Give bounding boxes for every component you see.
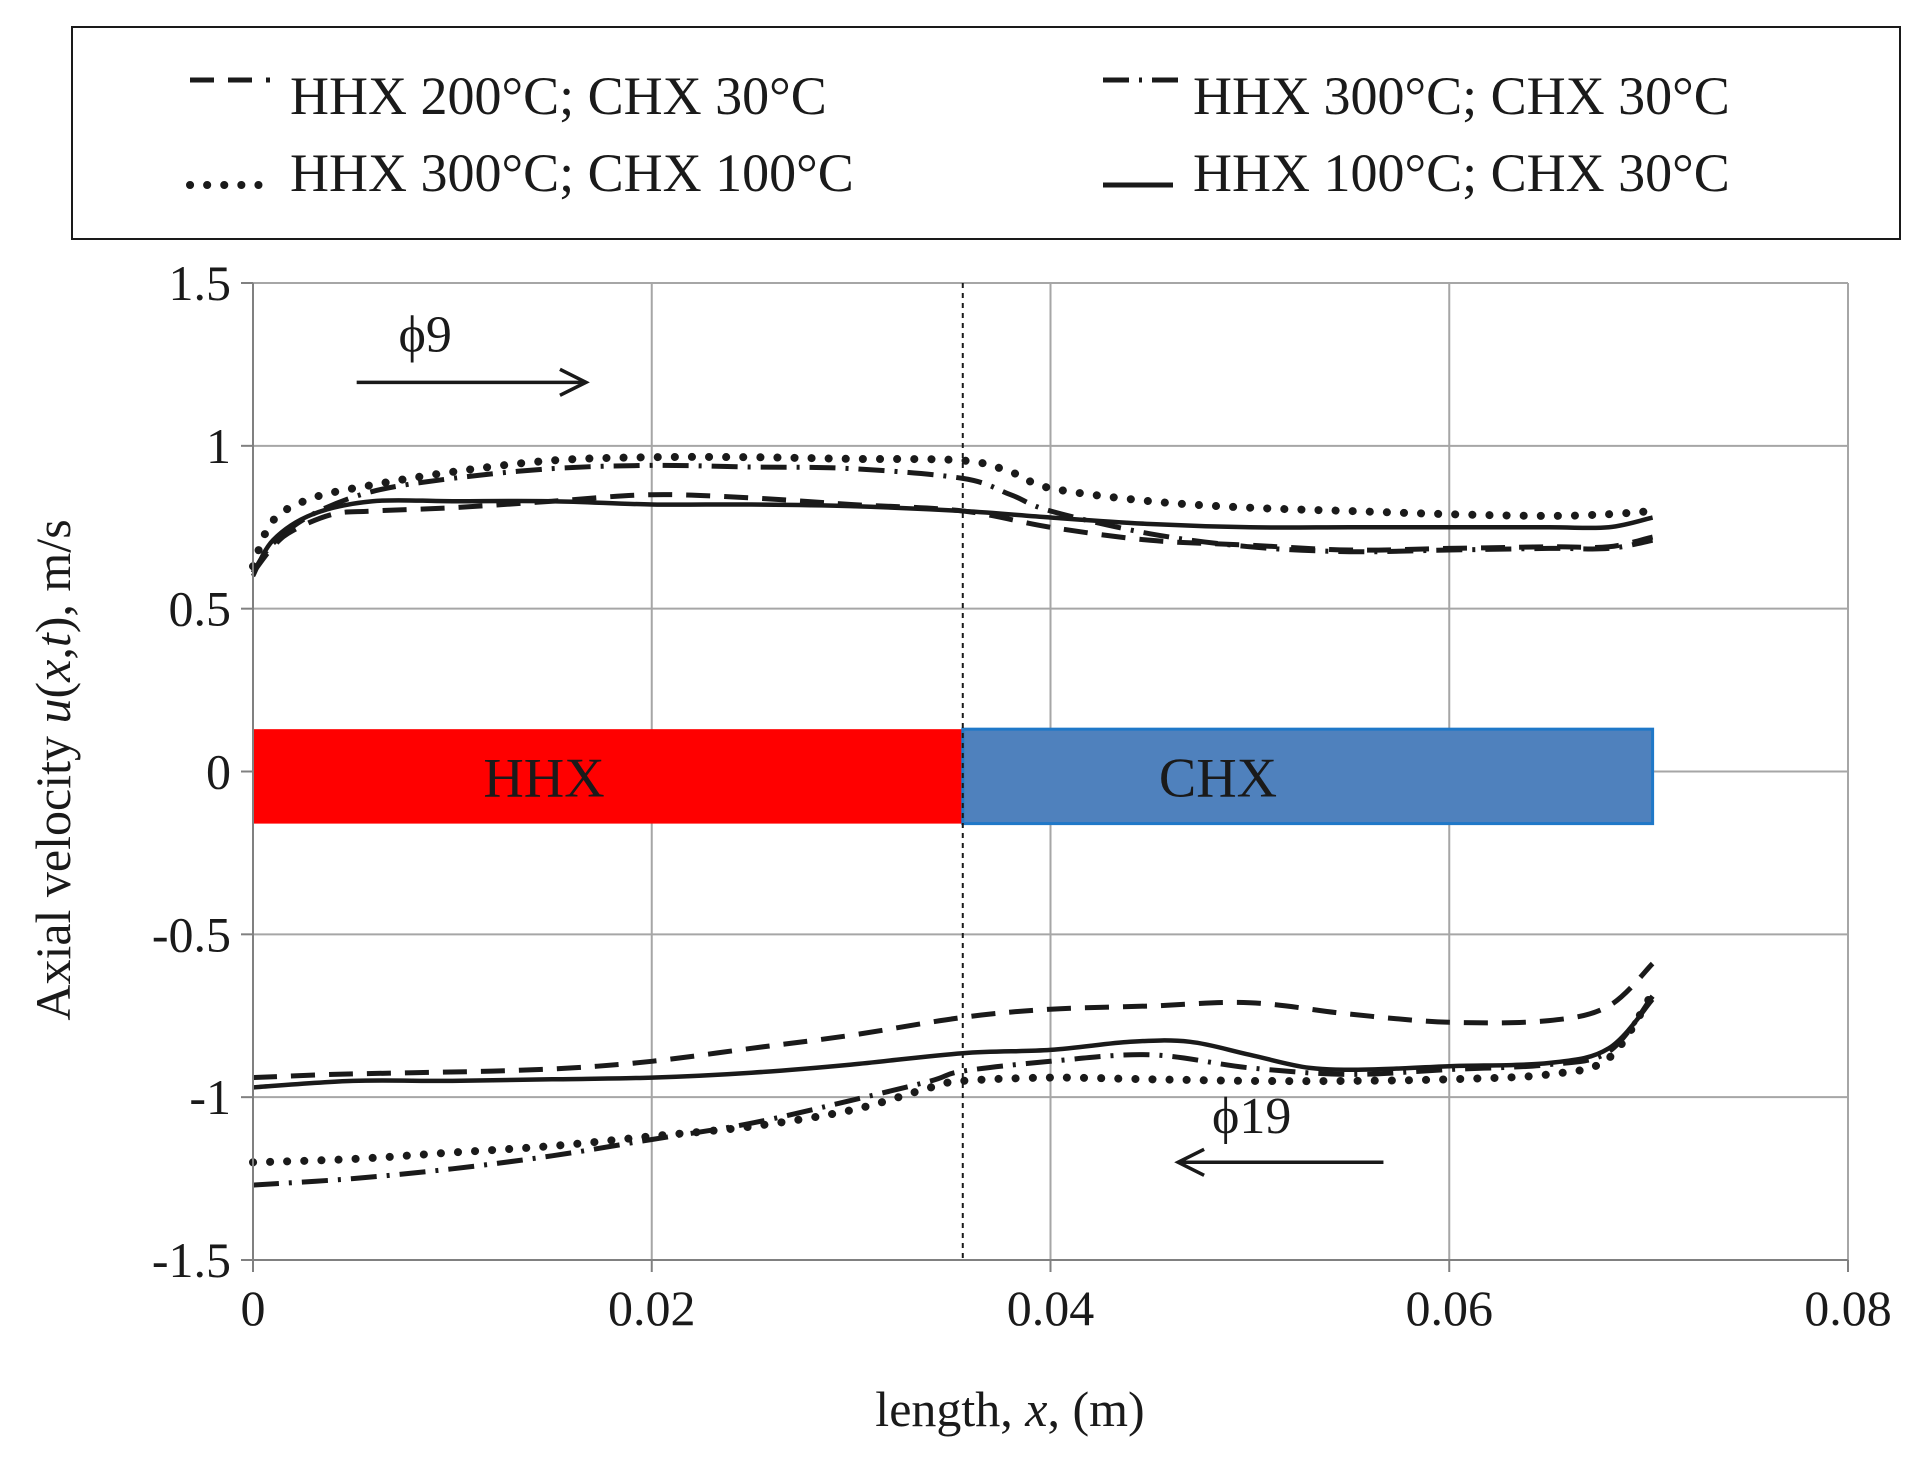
y-tick-label: 1 bbox=[206, 418, 231, 474]
legend-label-hhx200-chx30: HHX 200°C; CHX 30°C bbox=[290, 66, 827, 126]
series-line-solid-positive bbox=[250, 497, 1654, 578]
region-label-hhx: HHX bbox=[483, 747, 604, 809]
series-line-dashdot-negative bbox=[252, 994, 1655, 1188]
x-tick-label: 0.04 bbox=[1007, 1280, 1095, 1336]
annotations: ϕ9 ϕ19 bbox=[356, 306, 1384, 1177]
x-tick-label: 0.08 bbox=[1804, 1280, 1892, 1336]
region-label-chx: CHX bbox=[1159, 747, 1277, 809]
series-line-dashdot-positive bbox=[250, 462, 1654, 575]
legend-frame bbox=[71, 26, 1901, 240]
x-tick-label: 0 bbox=[241, 1280, 266, 1336]
phase-label: ϕ19 bbox=[1212, 1088, 1291, 1145]
y-tick-label: 1.5 bbox=[169, 255, 232, 311]
region-bar-chx bbox=[961, 727, 1655, 826]
y-axis-title: Axial velocity u(x,t), m/s bbox=[25, 519, 81, 1020]
series-line-dashed-positive bbox=[251, 492, 1654, 575]
phase-label: ϕ9 bbox=[399, 306, 452, 363]
y-tick-label: 0.5 bbox=[169, 581, 232, 637]
axes: 1.510.50-0.5-1-1.50 0.02 0.04 0.06 0.08 bbox=[152, 255, 1892, 1336]
regions: HHX CHX bbox=[253, 283, 1655, 1260]
series bbox=[249, 452, 1657, 1188]
phase-arrowhead bbox=[559, 367, 590, 397]
series-line-dotted-negative bbox=[249, 989, 1657, 1167]
legend-label-hhx300-chx100: HHX 300°C; CHX 100°C bbox=[290, 143, 854, 203]
series-line-solid-negative bbox=[252, 997, 1655, 1090]
x-tick-label: 0.06 bbox=[1406, 1280, 1494, 1336]
x-axis-title: length, x, (m) bbox=[875, 1381, 1144, 1437]
region-bar-hhx bbox=[253, 729, 963, 824]
y-tick-label: -1 bbox=[189, 1069, 231, 1125]
y-tick-label: -1.5 bbox=[152, 1232, 231, 1288]
legend-label-hhx300-chx30: HHX 300°C; CHX 30°C bbox=[1193, 66, 1730, 126]
legend: HHX 200°C; CHX 30°C HHX 300°C; CHX 30°C … bbox=[71, 26, 1901, 240]
x-tick-label: 0.02 bbox=[608, 1280, 696, 1336]
phase-arrowhead bbox=[1174, 1147, 1205, 1177]
y-tick-label: 0 bbox=[206, 744, 231, 800]
y-tick-label: -0.5 bbox=[152, 906, 231, 962]
series-line-dashed-negative bbox=[252, 961, 1655, 1081]
series-line-dotted-positive bbox=[249, 452, 1657, 571]
legend-label-hhx100-chx30: HHX 100°C; CHX 30°C bbox=[1193, 143, 1730, 203]
